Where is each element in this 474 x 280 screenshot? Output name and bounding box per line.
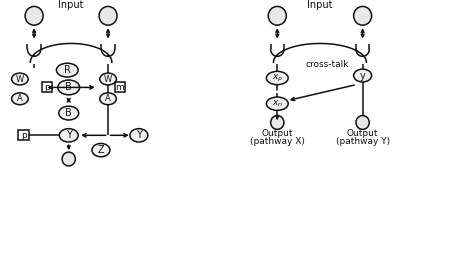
Bar <box>18 130 29 140</box>
Text: Output: Output <box>347 129 378 138</box>
Ellipse shape <box>12 93 28 105</box>
Circle shape <box>268 6 286 25</box>
Ellipse shape <box>266 97 288 110</box>
Ellipse shape <box>58 80 80 95</box>
Ellipse shape <box>59 129 78 142</box>
Text: Y: Y <box>66 130 72 140</box>
Circle shape <box>25 6 43 25</box>
Text: (pathway X): (pathway X) <box>250 137 305 146</box>
Ellipse shape <box>59 106 79 120</box>
Text: Input: Input <box>58 1 84 10</box>
Bar <box>115 83 125 92</box>
Text: Z: Z <box>98 145 104 155</box>
Ellipse shape <box>266 71 288 85</box>
Text: p: p <box>21 131 27 140</box>
Text: m: m <box>116 83 124 92</box>
Text: p: p <box>44 83 50 92</box>
Ellipse shape <box>130 129 148 142</box>
Text: Output: Output <box>262 129 293 138</box>
Ellipse shape <box>92 143 110 157</box>
Text: R: R <box>64 65 71 75</box>
Text: B: B <box>65 108 72 118</box>
Text: cross-talk: cross-talk <box>305 60 349 69</box>
Text: W: W <box>104 74 112 83</box>
Ellipse shape <box>12 73 28 85</box>
Bar <box>42 83 52 92</box>
Text: Y: Y <box>136 130 142 140</box>
Text: y: y <box>360 71 365 81</box>
Circle shape <box>271 116 284 129</box>
Circle shape <box>354 6 372 25</box>
Text: (pathway Y): (pathway Y) <box>336 137 390 146</box>
Ellipse shape <box>100 93 117 105</box>
Text: $x_p$: $x_p$ <box>272 73 283 83</box>
Text: W: W <box>16 74 24 83</box>
Text: A: A <box>105 94 111 103</box>
Circle shape <box>62 152 75 166</box>
Circle shape <box>99 6 117 25</box>
Circle shape <box>356 116 369 129</box>
Ellipse shape <box>100 73 117 85</box>
Text: B: B <box>65 82 72 92</box>
Text: A: A <box>17 94 23 103</box>
Ellipse shape <box>354 69 372 82</box>
Text: $x_n$: $x_n$ <box>272 99 283 109</box>
Ellipse shape <box>56 63 78 77</box>
Text: Input: Input <box>307 1 333 10</box>
